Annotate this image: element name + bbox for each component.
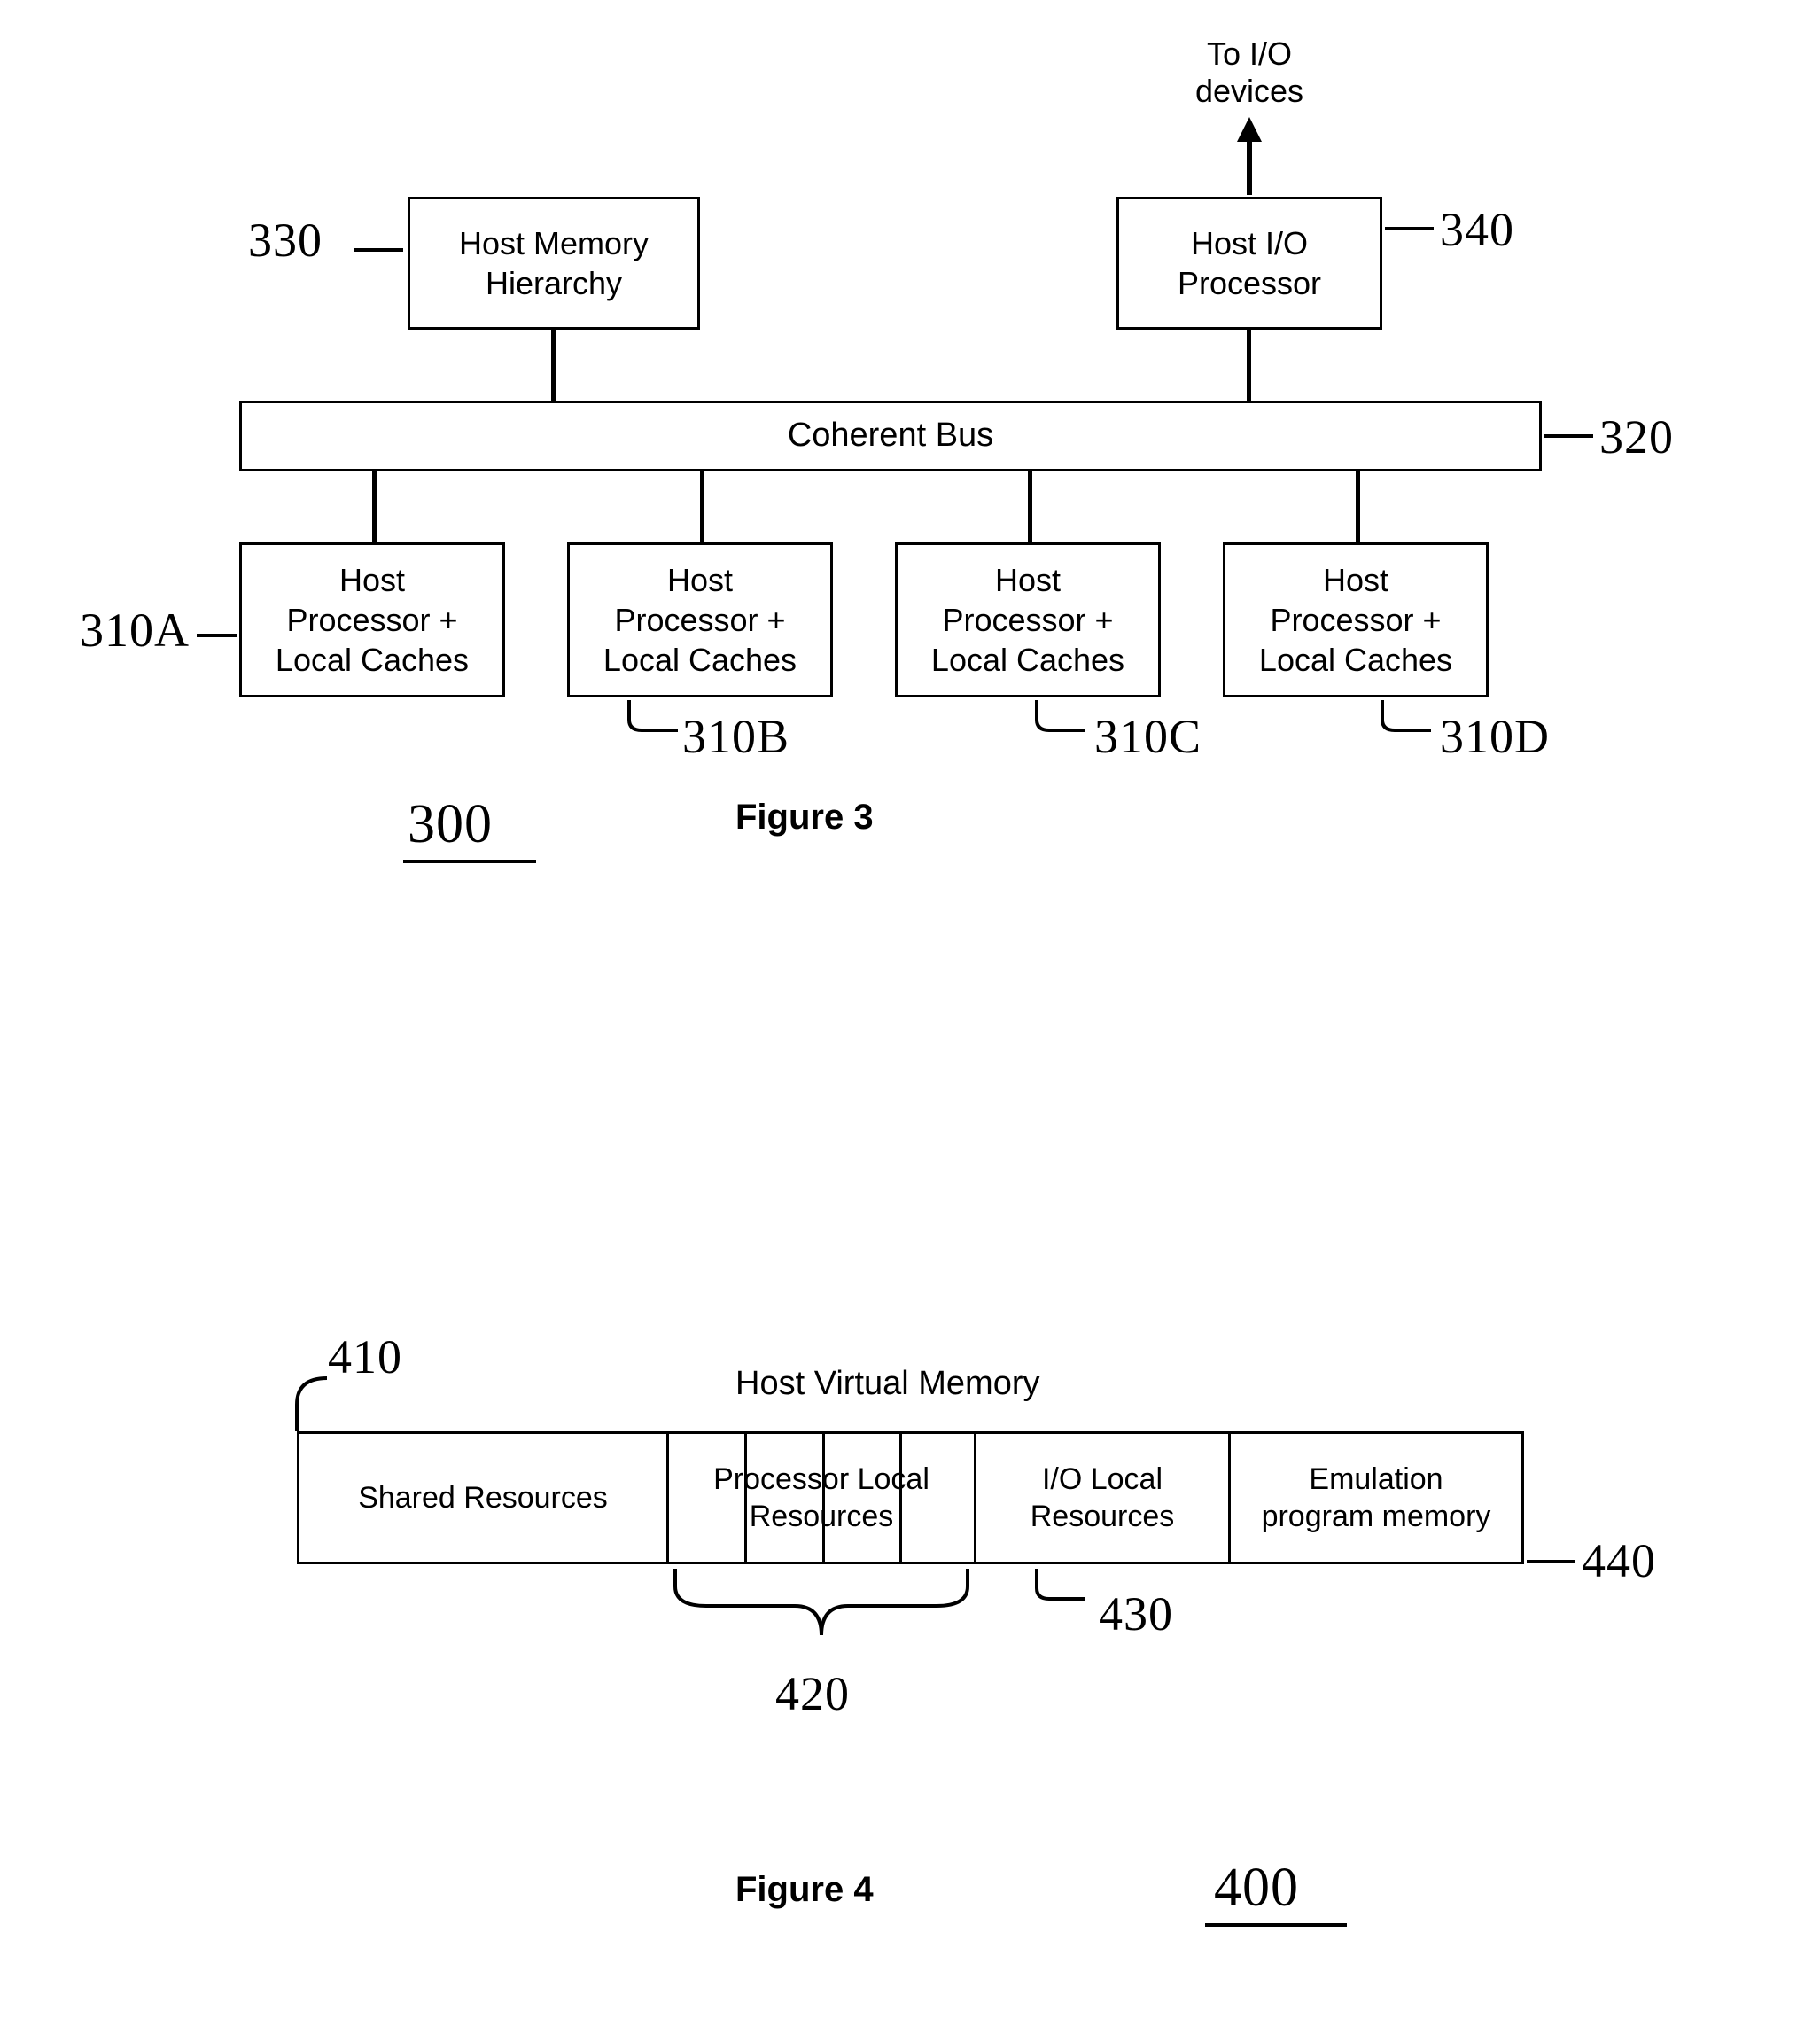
fig4-header: Host Virtual Memory <box>735 1365 1040 1403</box>
fig4-ref-430-tick <box>1037 1569 1099 1613</box>
fig3-io-arrow-shaft <box>1247 142 1252 195</box>
fig4-ref-420: 420 <box>775 1666 850 1721</box>
fig3-io-devices-text: To I/O devices <box>1195 35 1303 109</box>
fig3-proc-1-text: Host Processor + Local Caches <box>276 560 469 680</box>
fig3-proc-3: Host Processor + Local Caches <box>895 542 1161 697</box>
fig4-brace-420 <box>666 1569 976 1648</box>
fig4-cell-shared: Shared Resources <box>297 1431 669 1564</box>
fig3-ref-340: 340 <box>1440 202 1514 257</box>
fig3-host-io-block: Host I/O Processor <box>1116 197 1382 330</box>
fig4-cell-shared-text: Shared Resources <box>358 1479 608 1517</box>
fig3-host-memory-block: Host Memory Hierarchy <box>408 197 700 330</box>
fig3-ref-310d-tick <box>1382 700 1444 744</box>
fig3-ref-320-tick <box>1544 434 1593 438</box>
fig3-mem-to-bus-line <box>551 330 556 401</box>
fig3-bus-to-p2 <box>700 471 704 542</box>
fig3-ref-340-tick <box>1385 227 1434 230</box>
fig4-cell-iolocal-text: I/O Local Resources <box>1031 1461 1175 1536</box>
fig3-proc-3-text: Host Processor + Local Caches <box>931 560 1124 680</box>
fig4-title: Figure 4 <box>735 1870 874 1910</box>
fig3-proc-2-text: Host Processor + Local Caches <box>603 560 797 680</box>
fig3-ref-330: 330 <box>248 213 323 268</box>
fig4-number-underline <box>1205 1923 1347 1927</box>
fig3-io-to-bus-line <box>1247 330 1251 401</box>
fig4-cell-iolocal: I/O Local Resources <box>974 1431 1231 1564</box>
fig3-ref-310b: 310B <box>682 709 789 764</box>
fig3-ref-310c: 310C <box>1094 709 1202 764</box>
fig4-ref-430: 430 <box>1099 1586 1173 1641</box>
fig3-ref-330-tick <box>354 248 403 252</box>
fig4-cell-proclocal-text: Processor Local Resources <box>713 1461 929 1536</box>
fig4-ref-440-tick <box>1527 1560 1575 1563</box>
fig3-number-underline <box>403 860 536 863</box>
fig4-cell-emu: Emulation program memory <box>1228 1431 1524 1564</box>
fig3-ref-310c-tick <box>1037 700 1099 744</box>
fig4-cell-proclocal: Processor Local Resources <box>666 1431 976 1564</box>
fig3-bus-to-p3 <box>1028 471 1032 542</box>
fig3-ref-310a: 310A <box>80 603 190 658</box>
fig3-coherent-bus-block: Coherent Bus <box>239 401 1542 471</box>
fig4-ref-410: 410 <box>328 1329 402 1384</box>
fig3-bus-to-p4 <box>1356 471 1360 542</box>
fig3-ref-310d: 310D <box>1440 709 1550 764</box>
fig3-bus-to-p1 <box>372 471 377 542</box>
fig3-ref-320: 320 <box>1599 409 1674 464</box>
fig3-io-arrowhead <box>1237 117 1262 142</box>
fig3-ref-310a-tick <box>197 634 237 637</box>
fig3-title: Figure 3 <box>735 798 874 838</box>
fig3-proc-1: Host Processor + Local Caches <box>239 542 505 697</box>
fig3-host-io-text: Host I/O Processor <box>1178 223 1321 303</box>
fig3-number: 300 <box>408 793 493 856</box>
fig4-number: 400 <box>1214 1857 1299 1920</box>
fig3-io-devices-label: To I/O devices <box>1152 35 1347 110</box>
fig3-host-memory-text: Host Memory Hierarchy <box>459 223 649 303</box>
fig3-proc-4-text: Host Processor + Local Caches <box>1259 560 1452 680</box>
fig3-coherent-bus-text: Coherent Bus <box>788 415 993 457</box>
fig3-proc-4: Host Processor + Local Caches <box>1223 542 1489 697</box>
fig4-ref-440: 440 <box>1582 1533 1656 1588</box>
fig3-proc-2: Host Processor + Local Caches <box>567 542 833 697</box>
fig4-cell-emu-text: Emulation program memory <box>1262 1461 1491 1536</box>
